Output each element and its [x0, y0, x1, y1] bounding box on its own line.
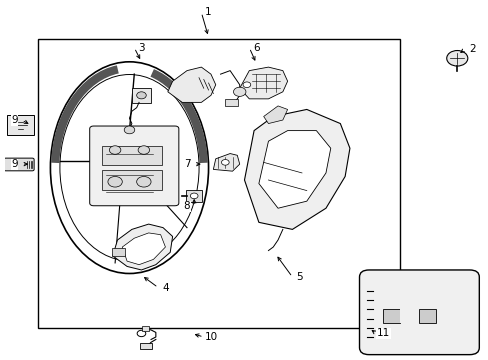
Polygon shape: [383, 309, 399, 323]
FancyBboxPatch shape: [7, 116, 34, 135]
Polygon shape: [399, 309, 419, 323]
Text: 8: 8: [183, 202, 190, 211]
Polygon shape: [213, 153, 239, 171]
FancyBboxPatch shape: [142, 327, 149, 330]
Text: 6: 6: [253, 43, 259, 53]
FancyBboxPatch shape: [224, 99, 237, 106]
Circle shape: [137, 330, 145, 337]
Polygon shape: [122, 233, 165, 265]
Ellipse shape: [60, 75, 199, 261]
FancyBboxPatch shape: [89, 126, 179, 206]
Text: 11: 11: [376, 328, 389, 338]
Circle shape: [124, 126, 135, 134]
Circle shape: [243, 82, 250, 87]
FancyBboxPatch shape: [359, 270, 478, 355]
Polygon shape: [112, 224, 172, 270]
FancyBboxPatch shape: [4, 158, 34, 171]
Text: 10: 10: [204, 332, 217, 342]
Circle shape: [108, 176, 122, 187]
Text: 4: 4: [162, 283, 168, 293]
Text: 2: 2: [468, 45, 474, 54]
Polygon shape: [239, 67, 287, 99]
Polygon shape: [244, 109, 349, 229]
Circle shape: [136, 92, 146, 99]
Polygon shape: [167, 67, 215, 102]
Circle shape: [446, 50, 467, 66]
Text: 7: 7: [183, 159, 190, 169]
FancyBboxPatch shape: [102, 171, 161, 189]
Polygon shape: [258, 131, 330, 208]
Circle shape: [137, 176, 151, 187]
Text: 9: 9: [11, 115, 18, 125]
Text: 5: 5: [296, 272, 302, 282]
Polygon shape: [263, 106, 287, 123]
Text: 1: 1: [205, 8, 211, 17]
Text: 3: 3: [138, 43, 144, 53]
Polygon shape: [419, 309, 435, 323]
Circle shape: [190, 193, 198, 199]
FancyBboxPatch shape: [185, 190, 202, 202]
Bar: [39, 39, 399, 328]
Text: 9: 9: [11, 159, 18, 169]
Ellipse shape: [50, 62, 208, 274]
FancyBboxPatch shape: [132, 87, 151, 103]
Circle shape: [233, 87, 245, 96]
Circle shape: [221, 159, 229, 165]
FancyBboxPatch shape: [112, 248, 125, 256]
Circle shape: [109, 146, 121, 154]
Circle shape: [138, 146, 149, 154]
FancyBboxPatch shape: [102, 146, 161, 165]
FancyBboxPatch shape: [140, 343, 151, 349]
